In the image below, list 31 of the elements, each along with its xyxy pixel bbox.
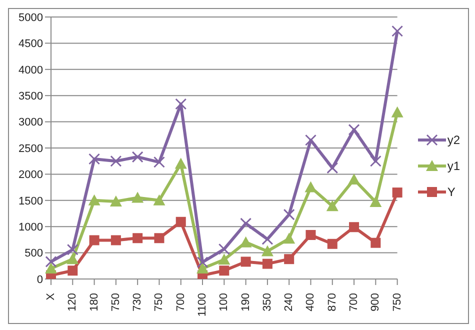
x-tick-label: 870 — [326, 293, 338, 312]
y-tick-label: 2000 — [18, 169, 43, 182]
x-tick-label: 750 — [153, 293, 166, 312]
y-tick-label: 1000 — [18, 222, 43, 234]
y-tick-label: 1500 — [18, 195, 43, 208]
x-tick-label: 100 — [218, 293, 230, 312]
y-tick-label: 3000 — [18, 116, 43, 129]
x-tick-label: 700 — [348, 293, 360, 312]
x-tick-label: 900 — [370, 293, 382, 312]
y-tick-label: 4500 — [18, 38, 43, 50]
x-tick-label: 700 — [174, 293, 187, 312]
y-tick-label: 2500 — [18, 142, 43, 155]
x-tick-label: 730 — [132, 293, 144, 312]
x-tick-label: 750 — [391, 293, 404, 312]
y-tick-label: 0 — [36, 274, 43, 286]
y-tick-label: 4000 — [18, 64, 43, 76]
x-tick-label: 350 — [261, 293, 274, 312]
x-tick-label: 400 — [304, 293, 317, 312]
x-tick-label: X — [45, 292, 57, 300]
legend-label: y1 — [447, 159, 460, 173]
x-tick-label: 190 — [240, 293, 252, 312]
legend-label: Y — [447, 185, 456, 199]
x-tick-label: 1100 — [196, 293, 209, 317]
x-tick-label: 750 — [110, 293, 122, 312]
x-tick-label: 120 — [66, 293, 79, 312]
x-tick-label: 240 — [283, 293, 296, 312]
legend-label: y2 — [447, 133, 460, 147]
y-tick-label: 3500 — [18, 90, 43, 103]
y-tick-label: 5000 — [18, 12, 43, 24]
x-tick-label: 180 — [88, 293, 100, 312]
y-tick-label: 500 — [24, 248, 43, 260]
